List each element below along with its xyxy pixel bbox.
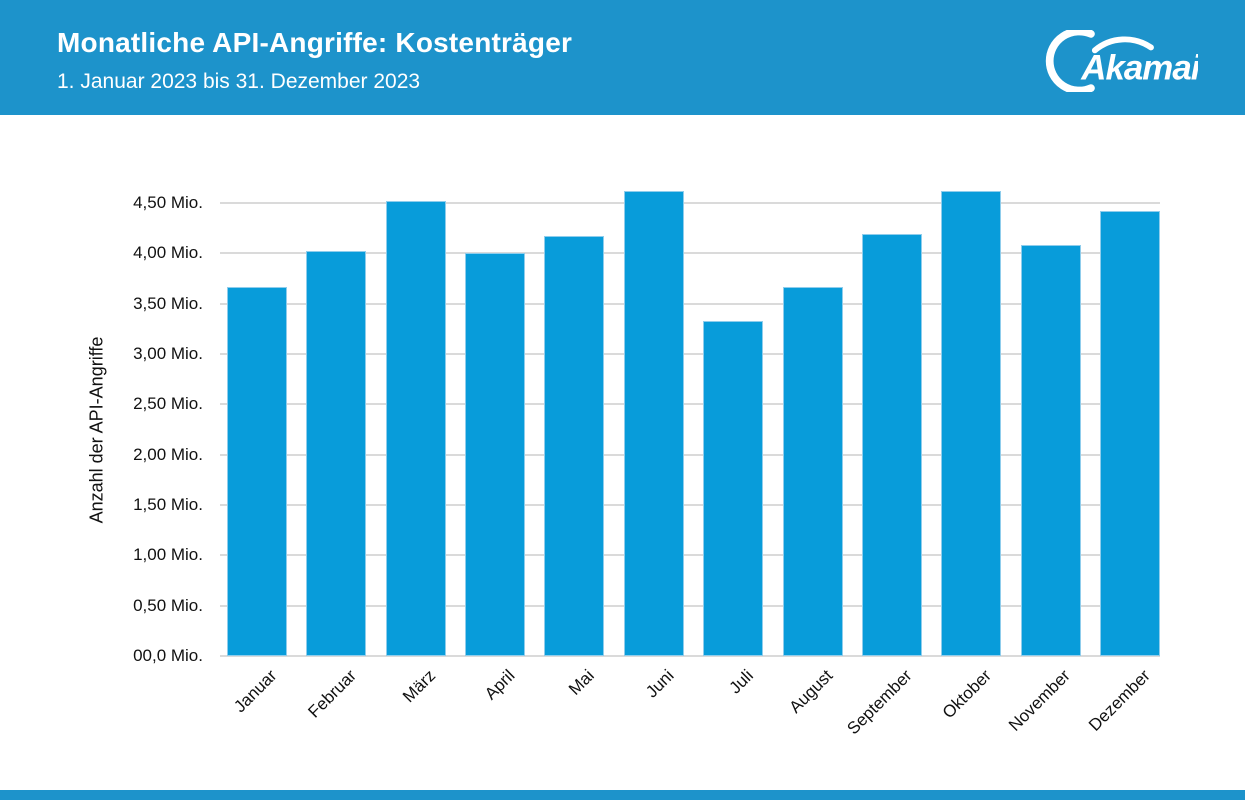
x-tick-label-dezember: Dezember (1084, 666, 1154, 735)
akamai-swoosh-outer-icon (1045, 30, 1095, 92)
bar-oktober (941, 190, 1002, 656)
bar-april (465, 253, 526, 656)
gridline (220, 302, 1160, 305)
bar-dezember (1099, 211, 1160, 656)
gridline (220, 403, 1160, 406)
chart-area: Anzahl der API-Angriffe 00,0 Mio. 0,50 Mi… (0, 115, 1245, 790)
bar-januar (227, 286, 287, 656)
y-tick-label: 1,00 Mio. (133, 545, 203, 565)
bar-mai (544, 236, 605, 656)
bar-juni (623, 190, 684, 656)
bar-märz (385, 200, 446, 656)
bar-juli (703, 320, 764, 656)
x-tick-label-februar: Februar (304, 666, 360, 722)
page-title: Monatliche API-Angriffe: Kostenträger (57, 27, 573, 58)
page-subtitle: 1. Januar 2023 bis 31. Dezember 2023 (57, 70, 421, 93)
gridline (220, 504, 1160, 506)
x-tick-label-oktober: Oktober (938, 666, 995, 723)
x-tick-label-mai: Mai (565, 666, 598, 699)
x-tick-label-april: April (481, 666, 519, 704)
y-tick-label: 1,50 Mio. (133, 495, 203, 514)
gridline (220, 604, 1160, 607)
x-tick-label-juni: Juni (641, 666, 678, 702)
akamai-wordmark: Akamai (1080, 48, 1198, 87)
x-tick-label-juli: Juli (725, 666, 757, 698)
x-tick-label-august: August (785, 666, 836, 717)
bar-september (861, 234, 922, 656)
y-tick-label: 2,00 Mio. (133, 444, 203, 464)
y-tick-label: 0,50 Mio. (133, 595, 203, 615)
x-tick-label-märz: März (399, 666, 440, 707)
y-tick-label: 4,00 Mio. (133, 243, 203, 263)
x-tick-label-september: September (843, 666, 916, 739)
bar-november (1020, 245, 1081, 656)
header-band: Monatliche API-Angriffe: Kostenträger 1.… (0, 0, 1245, 115)
x-tick-label-januar: Januar (230, 666, 281, 717)
bar-februar (306, 251, 367, 656)
y-tick-label: 4,50 Mio. (133, 193, 203, 212)
y-tick-label: 2,50 Mio. (133, 394, 203, 414)
bar-august (782, 286, 843, 656)
gridline (220, 202, 1160, 204)
gridline (220, 554, 1160, 557)
gridline (220, 353, 1160, 355)
footer-band (0, 790, 1245, 800)
gridline (220, 252, 1160, 255)
x-tick-label-november: November (1005, 666, 1075, 735)
y-tick-label: 3,50 Mio. (133, 293, 203, 313)
akamai-logo-icon: Akamai (1045, 30, 1198, 92)
y-tick-label: 3,00 Mio. (133, 344, 203, 363)
gridline (220, 655, 1160, 657)
gridline (220, 453, 1160, 456)
y-tick-label: 00,0 Mio. (133, 646, 203, 665)
akamai-swoosh-inner-icon (1091, 36, 1154, 54)
